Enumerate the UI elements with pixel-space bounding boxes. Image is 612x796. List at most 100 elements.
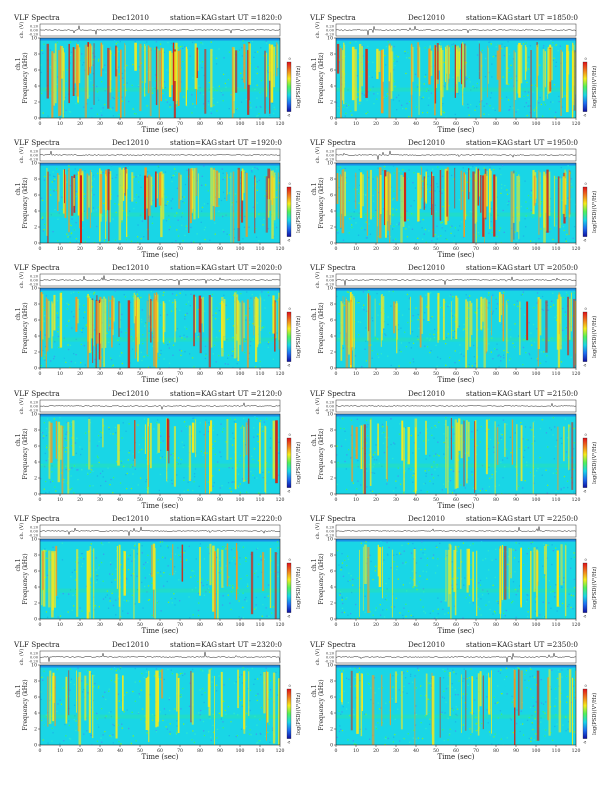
spectrogram-streak	[486, 176, 488, 207]
spectrogram-noise-cell	[471, 431, 472, 432]
spectrogram-noise-cell	[564, 476, 565, 477]
spectrogram-noise-cell	[198, 336, 199, 337]
spectrogram-noise-cell	[475, 68, 476, 69]
spectrogram-streak	[209, 544, 211, 585]
spectrogram-streak	[159, 173, 162, 206]
spectrogram-noise-cell	[84, 193, 85, 194]
spectrogram-streak	[50, 423, 53, 463]
spectrogram-streak	[393, 302, 395, 334]
spectrogram-noise-cell	[411, 469, 412, 470]
spectrogram-noise-cell	[224, 177, 225, 178]
spectrogram-noise-cell	[427, 170, 428, 171]
spectrogram-noise-cell	[64, 447, 65, 448]
spectrogram-band	[40, 589, 280, 593]
spectrogram-noise-cell	[385, 86, 386, 87]
spectrogram-noise-cell	[96, 557, 97, 558]
spectrogram-noise-cell	[545, 297, 546, 298]
spectrogram-noise-cell	[351, 420, 352, 421]
spectrogram-noise-cell	[527, 299, 528, 300]
spectrogram-noise-cell	[511, 78, 512, 79]
spectrogram-noise-cell	[127, 82, 128, 83]
spectrogram-streak	[404, 172, 406, 221]
y-tick-label: 8	[34, 302, 37, 308]
spectrogram-noise-cell	[122, 93, 123, 94]
spectrogram-noise-cell	[154, 48, 155, 49]
spectrogram-noise-cell	[411, 435, 412, 436]
spectrogram-streak	[383, 49, 384, 82]
spectrogram-noise-cell	[227, 486, 228, 487]
spectrogram-noise-cell	[125, 342, 126, 343]
spectrogram-noise-cell	[167, 344, 168, 345]
spectrogram-noise-cell	[196, 560, 197, 561]
spectrogram-noise-cell	[194, 106, 195, 107]
spectrogram-noise-cell	[196, 558, 197, 559]
waveform-frame	[40, 525, 280, 537]
spectrogram-noise-cell	[258, 441, 259, 442]
spectrogram-noise-cell	[122, 363, 123, 364]
spectrogram-noise-cell	[383, 329, 384, 330]
spectrogram-noise-cell	[268, 596, 269, 597]
spectrogram-streak	[560, 50, 562, 116]
spectrogram-noise-cell	[262, 327, 263, 328]
spectrogram-noise-cell	[257, 85, 258, 86]
spectrogram-image	[40, 163, 281, 247]
spectrogram-streak	[200, 299, 202, 354]
spectrogram-noise-cell	[94, 365, 95, 366]
spectrogram-noise-cell	[234, 200, 235, 201]
x-tick-label: 40	[413, 371, 419, 377]
spectrogram-noise-cell	[556, 491, 557, 492]
spectrogram-noise-cell	[411, 190, 412, 191]
spectrogram-streak	[464, 421, 465, 487]
spectrogram-noise-cell	[525, 480, 526, 481]
spectrogram-noise-cell	[373, 443, 374, 444]
spectrogram-noise-cell	[171, 177, 172, 178]
spectrogram-noise-cell	[89, 365, 90, 366]
spectrogram-noise-cell	[340, 46, 341, 47]
spectrogram-noise-cell	[80, 362, 81, 363]
spectrogram-noise-cell	[139, 192, 140, 193]
spectrogram-noise-cell	[510, 430, 511, 431]
spectrogram-noise-cell	[504, 55, 505, 56]
colorbar-label: log(PSD)(V²/Hz)	[295, 191, 302, 233]
spectrogram-noise-cell	[171, 598, 172, 599]
spectrogram-noise-cell	[260, 420, 261, 421]
spectrogram-noise-cell	[261, 559, 262, 560]
spectrogram-noise-cell	[264, 176, 265, 177]
spectrogram-noise-cell	[397, 448, 398, 449]
spectrogram-streak	[365, 49, 368, 98]
y-tick-label: 6	[34, 569, 37, 575]
x-tick-label: 10	[57, 246, 63, 252]
spectrogram-noise-cell	[246, 600, 247, 601]
spectrogram-noise-cell	[440, 358, 441, 359]
spectrogram-noise-cell	[402, 108, 403, 109]
spectrogram-noise-cell	[530, 45, 531, 46]
spectrogram-streak	[476, 299, 477, 372]
x-tick-label: 0	[39, 622, 42, 628]
spectrogram-streak	[275, 420, 278, 483]
spectrogram-noise-cell	[396, 109, 397, 110]
spectrogram-noise-cell	[179, 311, 180, 312]
spectrogram-noise-cell	[565, 315, 566, 316]
spectrogram-noise-cell	[435, 425, 436, 426]
spectrogram-noise-cell	[408, 219, 409, 220]
spectrogram-noise-cell	[240, 293, 241, 294]
spectrogram-noise-cell	[403, 356, 404, 357]
spectrogram-noise-cell	[556, 44, 557, 45]
y-tick-label: 8	[330, 428, 333, 434]
spectrogram-noise-cell	[224, 71, 225, 72]
spectrogram-noise-cell	[410, 478, 411, 479]
spectrogram-noise-cell	[509, 358, 510, 359]
x-tick-label: 100	[236, 497, 245, 503]
spectrogram-noise-cell	[171, 208, 172, 209]
x-tick-label: 10	[57, 371, 63, 377]
spectrogram-streak	[385, 176, 387, 237]
spectrogram-noise-cell	[453, 43, 454, 44]
spectrogram-noise-cell	[89, 237, 90, 238]
panel-title: VLF Spectra	[13, 138, 60, 147]
spectrogram-noise-cell	[459, 360, 460, 361]
spectrogram-noise-cell	[254, 167, 255, 168]
spectrogram-streak	[363, 425, 364, 494]
spectrogram-noise-cell	[217, 434, 218, 435]
spectrogram-noise-cell	[208, 422, 209, 423]
